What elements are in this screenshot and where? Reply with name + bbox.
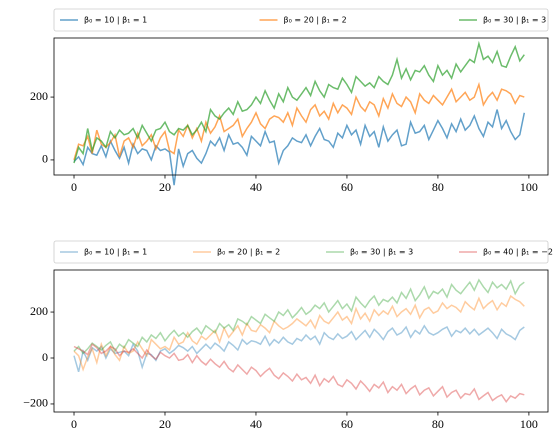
series-line bbox=[73, 343, 525, 403]
series-line bbox=[73, 109, 526, 186]
x-tick-label: 40 bbox=[250, 417, 262, 431]
x-tick-label: 20 bbox=[159, 180, 171, 194]
x-tick-label: 80 bbox=[432, 417, 444, 431]
x-tick-label: 40 bbox=[250, 180, 262, 194]
x-tick-label: 100 bbox=[520, 417, 538, 431]
legend-label: β₀ = 40 | β₁ = −2 bbox=[483, 248, 553, 257]
y-tick-label: 200 bbox=[30, 89, 48, 103]
series-line bbox=[73, 324, 525, 373]
legend-label: β₀ = 10 | β₁ = 1 bbox=[84, 248, 147, 257]
legend-box bbox=[53, 240, 549, 264]
series-line bbox=[73, 40, 525, 164]
y-tick-label: −200 bbox=[23, 396, 48, 410]
legend-label: β₀ = 30 | β₁ = 3 bbox=[350, 248, 413, 257]
y-tick-label: 0 bbox=[42, 350, 48, 364]
legend-label: β₀ = 20 | β₁ = 2 bbox=[217, 248, 280, 257]
x-tick-label: 0 bbox=[71, 417, 77, 431]
y-tick-label: 0 bbox=[42, 152, 48, 166]
legend-label: β₀ = 20 | β₁ = 2 bbox=[284, 16, 347, 25]
series-line bbox=[73, 278, 525, 355]
legend-label: β₀ = 30 | β₁ = 3 bbox=[483, 16, 546, 25]
y-tick-label: 200 bbox=[30, 304, 48, 318]
legend-box bbox=[53, 8, 549, 32]
x-tick-label: 100 bbox=[520, 180, 538, 194]
legend-label: β₀ = 10 | β₁ = 1 bbox=[84, 16, 147, 25]
axes-frame bbox=[53, 269, 549, 413]
x-tick-label: 0 bbox=[71, 180, 77, 194]
series-line bbox=[73, 294, 525, 372]
axes-frame bbox=[53, 37, 549, 176]
x-tick-label: 60 bbox=[341, 417, 353, 431]
x-tick-label: 80 bbox=[432, 180, 444, 194]
x-tick-label: 20 bbox=[159, 417, 171, 431]
x-tick-label: 60 bbox=[341, 180, 353, 194]
